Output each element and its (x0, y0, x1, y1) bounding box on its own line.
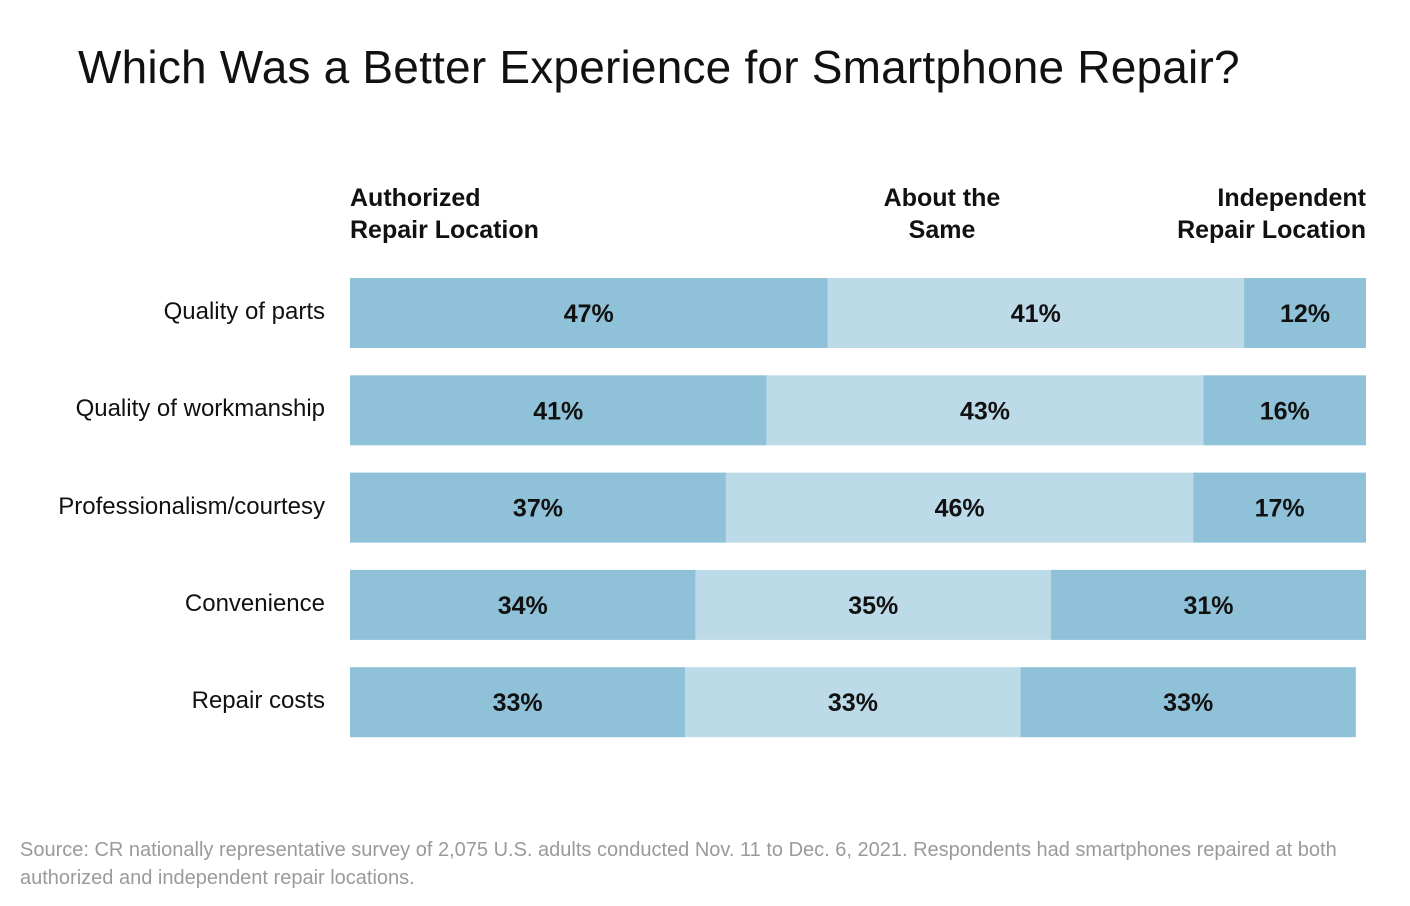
legend-authorized-line-2: Repair Location (350, 216, 539, 244)
data-label: 17% (1255, 495, 1305, 523)
legend-same-line-1: About the (883, 184, 1001, 212)
bar-segment (766, 375, 1204, 446)
data-label: 33% (828, 689, 878, 717)
legend-authorized: Authorized Repair Location (350, 182, 539, 246)
bar-segment (685, 667, 1021, 738)
category-label: Convenience (184, 589, 325, 617)
legend-same: About the Same (842, 182, 1042, 246)
bar-segment (827, 278, 1245, 348)
legend-authorized-line-1: Authorized (350, 184, 481, 212)
bar-segment (350, 569, 696, 640)
bar-segment (350, 472, 726, 543)
data-label: 34% (498, 592, 548, 620)
source-note: Source: CR nationally representative sur… (20, 839, 1337, 889)
bar-segment (350, 278, 828, 348)
data-label: 31% (1183, 592, 1233, 620)
data-label: 33% (493, 689, 543, 717)
data-label: 43% (960, 397, 1010, 425)
data-label: 46% (935, 495, 985, 523)
legend-same-line-2: Same (908, 216, 976, 244)
data-label: 47% (564, 300, 614, 328)
legend-independent: Independent Repair Location (1177, 182, 1366, 246)
data-label: 41% (533, 397, 583, 425)
data-label: 16% (1260, 397, 1310, 425)
data-label: 37% (513, 495, 563, 523)
bar-segment (695, 569, 1052, 640)
bar-segment (1244, 278, 1366, 348)
category-label: Quality of parts (163, 298, 325, 325)
bar-segment (1203, 375, 1366, 446)
data-label: 33% (1163, 689, 1213, 717)
data-label: 41% (1011, 300, 1061, 328)
bar-segment (1020, 667, 1356, 738)
chart-title: Which Was a Better Experience for Smartp… (78, 41, 1240, 93)
bar-segment (725, 472, 1194, 543)
data-label: 35% (848, 592, 898, 620)
bar-segment (1051, 569, 1366, 640)
bar-segment (350, 375, 767, 446)
category-label: Quality of workmanship (75, 395, 325, 423)
bar-segment (1193, 472, 1366, 543)
legend-independent-line-2: Repair Location (1177, 216, 1366, 244)
data-label: 12% (1280, 300, 1330, 328)
bar-segment (350, 667, 686, 738)
legend-independent-line-1: Independent (1217, 184, 1366, 212)
category-label: Professionalism/courtesy (58, 492, 325, 520)
category-label: Repair costs (191, 687, 325, 715)
